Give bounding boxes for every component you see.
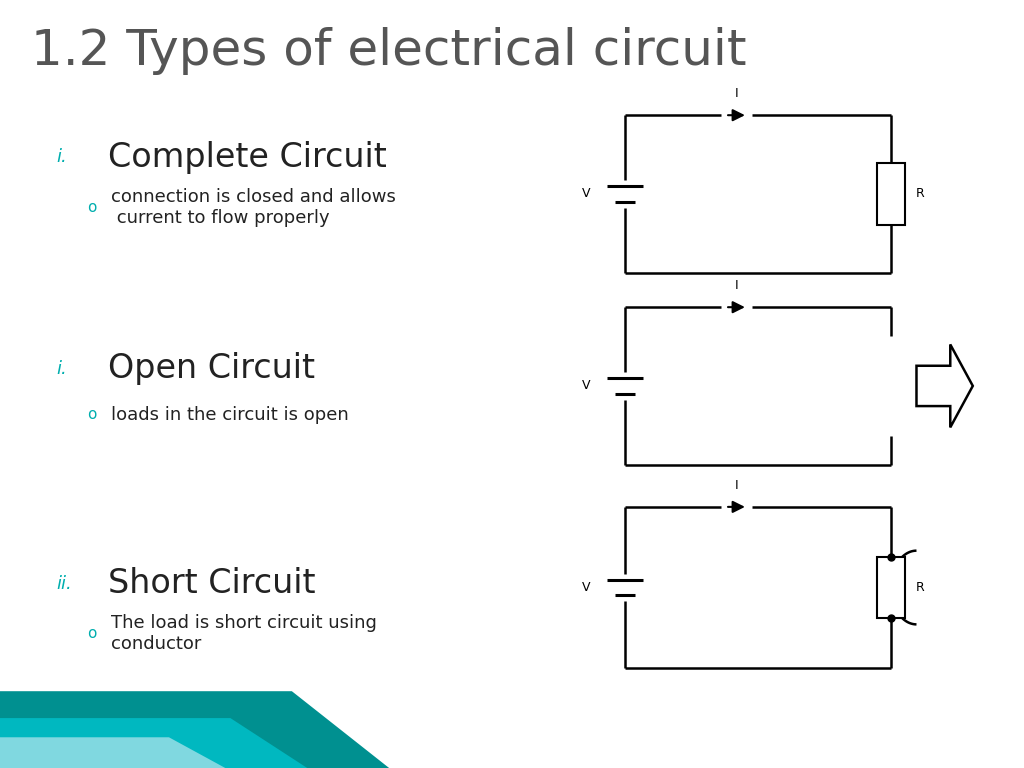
Text: I: I: [734, 87, 738, 100]
Text: o: o: [87, 407, 96, 422]
Bar: [877, 164, 905, 224]
Text: i.: i.: [56, 148, 67, 167]
PathPatch shape: [0, 691, 389, 768]
Text: Open Circuit: Open Circuit: [108, 353, 314, 385]
Text: 1.2 Types of electrical circuit: 1.2 Types of electrical circuit: [31, 27, 746, 75]
Text: V: V: [583, 581, 591, 594]
PathPatch shape: [0, 718, 307, 768]
Text: Short Circuit: Short Circuit: [108, 568, 315, 600]
Bar: [877, 557, 905, 618]
Text: V: V: [583, 379, 591, 392]
Text: I: I: [734, 478, 738, 492]
Text: o: o: [87, 200, 96, 215]
Text: o: o: [87, 626, 96, 641]
Text: I: I: [734, 279, 738, 292]
Text: R: R: [915, 581, 925, 594]
Text: R: R: [915, 187, 925, 200]
Text: loads in the circuit is open: loads in the circuit is open: [111, 406, 348, 424]
Text: ii.: ii.: [56, 574, 72, 593]
Text: i.: i.: [56, 359, 67, 378]
Text: Complete Circuit: Complete Circuit: [108, 141, 386, 174]
Text: connection is closed and allows
 current to flow properly: connection is closed and allows current …: [111, 188, 395, 227]
Text: The load is short circuit using
conductor: The load is short circuit using conducto…: [111, 614, 377, 653]
Polygon shape: [916, 344, 973, 427]
Text: V: V: [583, 187, 591, 200]
PathPatch shape: [0, 737, 225, 768]
